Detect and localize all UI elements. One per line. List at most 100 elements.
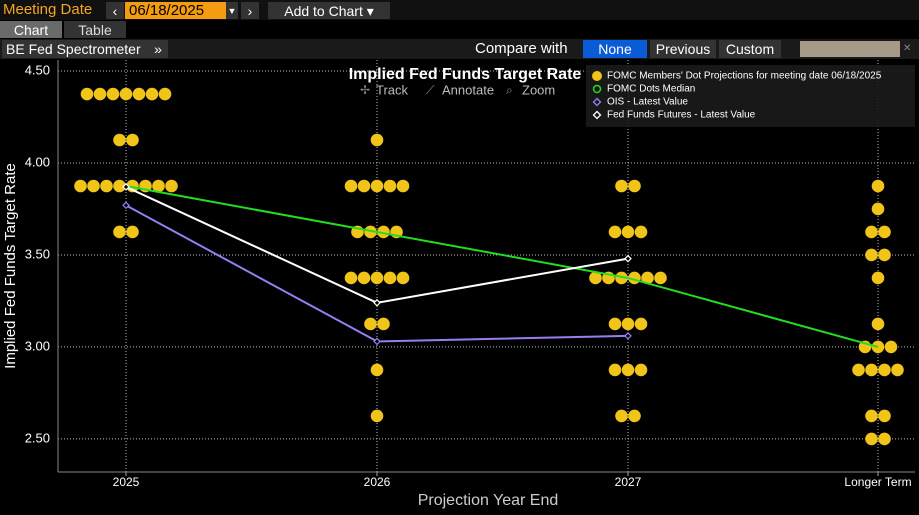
dot xyxy=(878,225,891,239)
dot xyxy=(878,363,891,377)
chart-tool[interactable]: Track xyxy=(376,82,409,97)
dot xyxy=(113,179,126,193)
dot xyxy=(615,409,628,423)
dot xyxy=(865,363,878,377)
dot xyxy=(113,225,126,239)
dot xyxy=(370,179,384,193)
custom-field[interactable] xyxy=(800,41,900,57)
date-field[interactable]: 06/18/2025 xyxy=(125,2,227,19)
dot xyxy=(370,271,384,285)
y-tick-label: 4.50 xyxy=(25,62,50,77)
dot xyxy=(654,271,667,285)
point-marker xyxy=(373,298,381,307)
compare-option[interactable]: Custom xyxy=(719,40,781,58)
y-tick-label: 2.50 xyxy=(25,430,50,445)
dot xyxy=(621,317,635,331)
dot xyxy=(621,225,635,239)
compare-option[interactable]: None xyxy=(583,40,647,58)
dot xyxy=(377,225,390,239)
legend-label: FOMC Dots Median xyxy=(607,84,695,95)
dot xyxy=(589,271,602,285)
x-axis-label: Projection Year End xyxy=(418,492,559,509)
dot xyxy=(634,225,648,239)
point-marker xyxy=(624,332,632,340)
dot xyxy=(370,409,384,423)
dot xyxy=(165,179,178,193)
dot xyxy=(871,271,885,285)
dot xyxy=(634,317,648,331)
dot xyxy=(608,363,622,377)
dot xyxy=(891,363,904,377)
view-select[interactable]: BE Fed Spectrometer xyxy=(2,40,148,58)
date-dropdown[interactable]: ▼ xyxy=(226,2,238,19)
dot xyxy=(158,87,172,101)
dot xyxy=(87,179,100,193)
dot xyxy=(344,271,358,285)
point-marker xyxy=(122,201,130,210)
dot xyxy=(106,87,120,101)
dot xyxy=(80,87,94,101)
chart-tool-icon: ⌕ xyxy=(506,83,513,97)
chart-title: Implied Fed Funds Target Rate xyxy=(349,66,582,83)
dot xyxy=(621,363,635,377)
chart-tool-icon: ✢ xyxy=(360,83,370,97)
legend-label: Fed Funds Futures - Latest Value xyxy=(607,110,756,121)
dot xyxy=(113,133,126,147)
dot xyxy=(377,317,390,331)
dot xyxy=(119,87,133,101)
dot xyxy=(145,87,159,101)
dot xyxy=(628,179,641,193)
x-tick-label: 2025 xyxy=(113,475,140,489)
dot xyxy=(615,179,628,193)
y-tick-label: 4.00 xyxy=(25,154,50,169)
dot xyxy=(608,225,622,239)
point-marker xyxy=(122,183,130,191)
dot xyxy=(871,202,885,216)
dot xyxy=(871,317,885,331)
dot xyxy=(634,363,648,377)
expand-button[interactable]: » xyxy=(148,40,168,58)
point-marker xyxy=(624,254,632,263)
dot xyxy=(152,179,165,193)
dot xyxy=(852,363,865,377)
dot xyxy=(126,225,139,239)
dot xyxy=(884,340,898,354)
dot xyxy=(357,179,371,193)
dot xyxy=(74,179,87,193)
legend-icon xyxy=(592,97,602,107)
chart-tool[interactable]: Zoom xyxy=(522,82,555,97)
dot xyxy=(396,179,410,193)
legend-icon xyxy=(592,71,602,81)
next-button[interactable]: › xyxy=(241,2,259,19)
compare-option[interactable]: Previous xyxy=(650,40,716,58)
tab[interactable]: Chart xyxy=(0,21,62,38)
dot xyxy=(641,271,654,285)
dot xyxy=(878,409,891,423)
dot xyxy=(865,225,878,239)
chart-tool-icon: ⟋ xyxy=(426,83,435,97)
dot xyxy=(93,87,107,101)
chart-tool[interactable]: Annotate xyxy=(442,82,494,97)
legend-icon xyxy=(592,110,602,120)
legend-box xyxy=(586,65,915,127)
x-tick-label: Longer Term xyxy=(844,475,911,489)
dot xyxy=(357,271,371,285)
prev-button[interactable]: ‹ xyxy=(106,2,124,19)
legend-label: OIS - Latest Value xyxy=(607,97,688,108)
dot xyxy=(608,317,622,331)
add-to-chart[interactable]: Add to Chart ▾ xyxy=(268,2,390,19)
dot xyxy=(100,179,113,193)
dot xyxy=(878,432,891,446)
dot xyxy=(370,363,384,377)
dot xyxy=(370,133,384,147)
chart: 2.50 3.00 3.50 4.00 4.50 2025 2026 2027 Longer T… xyxy=(2,60,915,509)
dot xyxy=(865,409,878,423)
series-line xyxy=(125,185,879,348)
dot xyxy=(878,248,891,262)
dot xyxy=(865,248,878,262)
dot xyxy=(383,179,397,193)
add-to-chart-text: Add to Chart xyxy=(284,3,363,19)
x-tick-label: 2026 xyxy=(364,475,391,489)
close-button[interactable]: ✕ xyxy=(903,43,912,54)
tab[interactable]: Table xyxy=(64,21,126,38)
